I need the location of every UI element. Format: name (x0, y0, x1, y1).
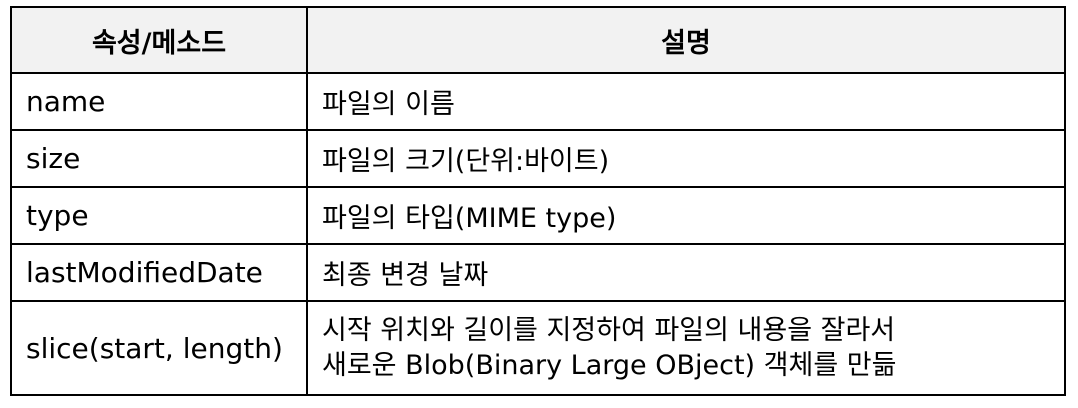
method-description: 시작 위치와 길이를 지정하여 파일의 내용을 잘라서 새로운 Blob(Bin… (306, 300, 1066, 396)
table-row: lastModifiedDate 최종 변경 날짜 (10, 243, 1066, 302)
header-property: 속성/메소드 (10, 6, 308, 74)
property-name: size (10, 129, 308, 188)
header-row: 속성/메소드 설명 (10, 6, 1066, 74)
table-row: name 파일의 이름 (10, 72, 1066, 131)
property-description: 파일의 크기(단위:바이트) (306, 129, 1066, 188)
table-row: type 파일의 타입(MIME type) (10, 186, 1066, 245)
method-name: slice(start, length) (10, 300, 308, 396)
property-name: type (10, 186, 308, 245)
properties-table: 속성/메소드 설명 name 파일의 이름 size 파일의 크기(단위:바이트… (10, 6, 1066, 396)
table-row: slice(start, length) 시작 위치와 길이를 지정하여 파일의… (10, 300, 1066, 396)
property-description: 최종 변경 날짜 (306, 243, 1066, 302)
header-description: 설명 (306, 6, 1066, 74)
property-description: 파일의 타입(MIME type) (306, 186, 1066, 245)
property-name: lastModifiedDate (10, 243, 308, 302)
property-name: name (10, 72, 308, 131)
method-description-line-1: 시작 위치와 길이를 지정하여 파일의 내용을 잘라서 (322, 314, 896, 346)
method-description-line-2: 새로운 Blob(Binary Large OBject) 객체를 만듦 (322, 350, 897, 381)
table-row: size 파일의 크기(단위:바이트) (10, 129, 1066, 188)
property-description: 파일의 이름 (306, 72, 1066, 131)
